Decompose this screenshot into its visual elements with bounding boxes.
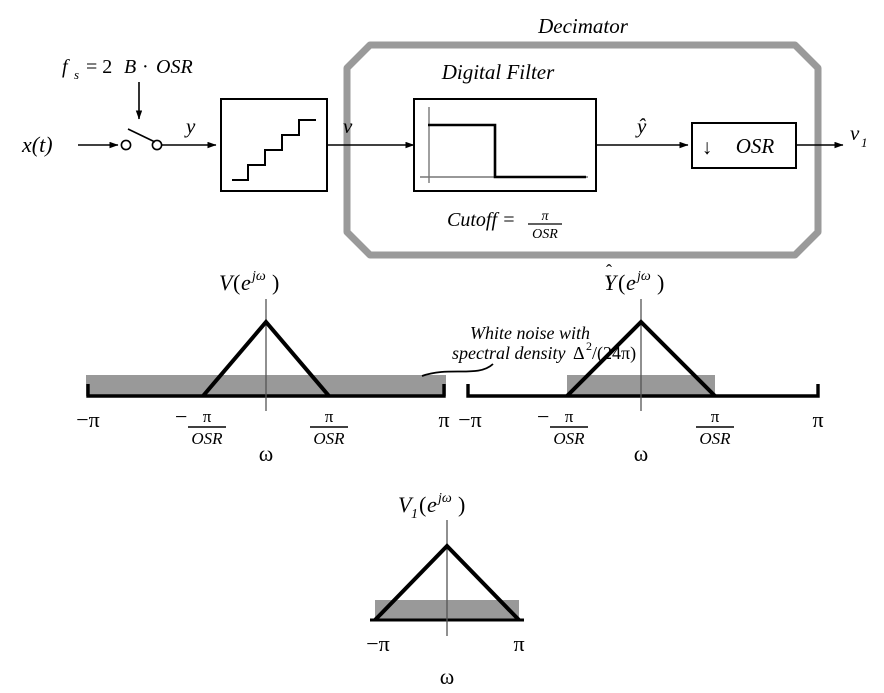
decimator-title: Decimator — [537, 14, 629, 38]
decimator-border — [343, 41, 822, 259]
tick-label-v-pi: π — [438, 407, 449, 432]
bandwidth-symbol: B — [124, 56, 136, 78]
annotation-line-1: White noise with — [470, 323, 590, 343]
spectrum-v1-title-e: e — [427, 492, 437, 517]
axis-label-omega-yhat: ω — [634, 441, 648, 466]
spectrum-v-title: V ( e jω ) — [219, 269, 279, 295]
tick-label-v-pos-pi-over-osr: π OSR — [310, 407, 348, 448]
lowpass-brickwall-icon — [428, 123, 586, 179]
tick-v-neg-sign: − — [175, 404, 187, 429]
quantizer-box — [220, 98, 328, 192]
annotation-leader-line — [421, 363, 494, 377]
cutoff-label: Cutoff = — [447, 209, 516, 231]
axis-baseline-yhat — [466, 384, 820, 398]
spectrum-v1-title-close-paren: ) — [458, 492, 465, 517]
input-label-group: x(t) — [21, 132, 53, 157]
tick-yhat-neg-num: π — [565, 407, 574, 426]
tick-label-v-neg-pi-over-osr: − π OSR — [175, 404, 226, 448]
switch-left-terminal — [120, 139, 132, 151]
digital-filter-box — [413, 98, 597, 192]
switch-right-terminal — [151, 139, 163, 151]
spectrum-v1-title-subscript: 1 — [411, 507, 418, 522]
spectrum-v1-chart: V 1 ( e jω ) −π π ω — [366, 491, 524, 689]
spectrum-yhat-title-open-paren: ( — [618, 270, 625, 295]
spectrum-yhat-title-exponent: jω — [635, 269, 651, 284]
downsampler-block: ↓ OSR — [691, 122, 797, 169]
spectrum-yhat-title: Y ˆ ( e jω ) — [604, 261, 664, 295]
spectrum-triangle-v1 — [373, 543, 521, 622]
annotation-line-2-prefix: spectral density — [452, 343, 565, 363]
spectrum-yhat-title-close-paren: ) — [657, 270, 664, 295]
tick-v-pos-num: π — [325, 407, 334, 426]
tick-yhat-neg-sign: − — [537, 404, 549, 429]
switch-blade — [127, 128, 156, 143]
tick-yhat-pos-den: OSR — [699, 429, 731, 448]
tick-yhat-pos-num: π — [711, 407, 720, 426]
tick-v-pos-den: OSR — [313, 429, 345, 448]
spectrum-v1-title-base: V — [398, 492, 414, 517]
spectrum-v-title-exponent: jω — [250, 269, 266, 284]
digital-filter-group: Digital Filter Cutoff = π OSR — [413, 60, 597, 242]
multiply-dot: · — [142, 56, 149, 78]
quantizer-output-label: v — [343, 114, 353, 138]
down-arrow-icon: ↓ — [702, 135, 713, 159]
cutoff-label-group: Cutoff = π OSR — [447, 209, 562, 242]
tick-label-yhat-pos-pi-over-osr: π OSR — [696, 407, 734, 448]
spectrum-v-title-e: e — [241, 270, 251, 295]
tick-label-yhat-neg-pi: −π — [458, 407, 482, 432]
quantizer-block — [220, 98, 328, 192]
tick-v-neg-den: OSR — [191, 429, 223, 448]
tick-label-v1-pi: π — [513, 631, 524, 656]
white-noise-annotation: White noise with spectral density Δ 2 /(… — [421, 323, 636, 377]
tick-label-v-neg-pi: −π — [76, 407, 100, 432]
spectrum-yhat-title-base: Y — [604, 270, 619, 295]
cutoff-numerator: π — [541, 209, 549, 224]
spectrum-v-title-open-paren: ( — [233, 270, 240, 295]
input-signal-label: x(t) — [21, 132, 53, 157]
decimator-group: Decimator — [343, 14, 822, 259]
decimated-output-subscript: 1 — [861, 135, 868, 150]
tick-v-neg-num: π — [203, 407, 212, 426]
spectrum-yhat-title-hat: ˆ — [606, 261, 612, 281]
spectrum-v1-title-open-paren: ( — [419, 492, 426, 517]
tick-label-v1-neg-pi: −π — [366, 631, 390, 656]
spectrum-triangle-yhat — [565, 319, 717, 398]
tick-label-yhat-pi: π — [812, 407, 823, 432]
spectrum-yhat-chart: Y ˆ ( e jω ) −π − π OSR π OSR π ω — [458, 261, 823, 466]
downsampler-label: OSR — [736, 134, 775, 158]
annotation-delta-exponent: 2 — [586, 339, 592, 353]
spectrum-v1-title: V 1 ( e jω ) — [398, 491, 465, 522]
fs-subscript: s — [74, 67, 79, 82]
digital-filter-title: Digital Filter — [441, 60, 555, 84]
spectrum-triangle-v — [201, 318, 331, 398]
filter-output-label: ŷ — [635, 114, 647, 138]
filter-output-label-group: ŷ — [635, 114, 647, 138]
osr-symbol-clock: OSR — [156, 56, 193, 78]
spectrum-v-title-base: V — [219, 270, 235, 295]
axis-label-omega-v: ω — [259, 441, 273, 466]
fs-equals-two: = 2 — [86, 56, 112, 78]
sampler-clock-label-group: f s = 2 B · OSR — [62, 56, 193, 82]
fs-symbol: f — [62, 56, 70, 78]
sampled-signal-label: y — [184, 114, 196, 138]
sampler-switch — [120, 128, 163, 151]
spectrum-v-chart: V ( e jω ) −π − π OSR π OSR π ω — [76, 269, 449, 466]
spectrum-yhat-title-e: e — [626, 270, 636, 295]
decimated-output-label-group: v 1 — [850, 121, 868, 150]
spectrum-v-title-close-paren: ) — [272, 270, 279, 295]
cutoff-denominator: OSR — [532, 227, 558, 242]
tick-label-yhat-neg-pi-over-osr: − π OSR — [537, 404, 588, 448]
axis-label-omega-v1: ω — [440, 664, 454, 689]
spectrum-v1-title-exponent: jω — [436, 491, 452, 506]
annotation-delta-symbol: Δ — [573, 343, 585, 363]
staircase-quantizer-icon — [232, 119, 316, 181]
decimated-output-label: v — [850, 121, 860, 145]
tick-yhat-neg-den: OSR — [553, 429, 585, 448]
annotation-line-2-group: spectral density Δ 2 /(24π) — [452, 339, 636, 364]
